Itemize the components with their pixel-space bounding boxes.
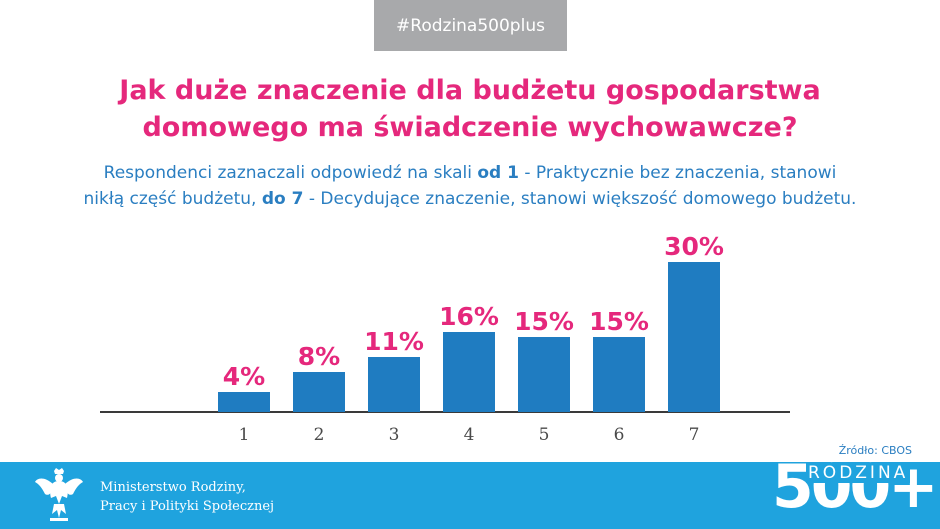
hashtag-badge: #Rodzina500plus bbox=[374, 0, 567, 51]
chart-subtitle: Respondenci zaznaczali odpowiedź na skal… bbox=[0, 160, 940, 212]
bar-value-label: 30% bbox=[664, 232, 724, 261]
bar-7 bbox=[668, 262, 720, 412]
bar-value-label: 15% bbox=[514, 307, 574, 336]
x-tick-label: 5 bbox=[539, 425, 550, 445]
ministry-name: Ministerstwo Rodziny, Pracy i Polityki S… bbox=[100, 478, 274, 516]
bar-2 bbox=[293, 372, 345, 412]
bar-value-label: 16% bbox=[439, 302, 499, 331]
chart-title: Jak duże znaczenie dla budżetu gospodars… bbox=[0, 72, 940, 146]
source-note: Źródło: CBOS bbox=[838, 444, 912, 457]
bar-value-label: 8% bbox=[298, 342, 340, 371]
subtitle-text: Respondenci zaznaczali odpowiedź na skal… bbox=[103, 163, 478, 183]
x-tick-label: 6 bbox=[614, 425, 625, 445]
x-tick-label: 7 bbox=[689, 425, 700, 445]
subtitle-scale-start: od 1 bbox=[477, 163, 519, 183]
subtitle-text: - Praktycznie bez znaczenia, stanowi bbox=[518, 163, 837, 183]
x-tick-label: 2 bbox=[314, 425, 325, 445]
polish-eagle-emblem-icon bbox=[35, 468, 83, 521]
subtitle-line-2: nikłą część budżetu, do 7 - Decydujące z… bbox=[0, 186, 940, 212]
bar-value-label: 15% bbox=[589, 307, 649, 336]
bar-chart: 4% 1 8% 2 11% 3 16% 4 15% 5 15% 6 30% 7 bbox=[100, 232, 790, 445]
ministry-line-2: Pracy i Polityki Społecznej bbox=[100, 499, 275, 514]
x-tick-label: 1 bbox=[239, 425, 250, 445]
bar-3 bbox=[368, 357, 420, 412]
x-tick-label: 3 bbox=[389, 425, 400, 445]
chart-title-line-2: domowego ma świadczenie wychowawcze? bbox=[142, 112, 798, 143]
bar-4 bbox=[443, 332, 495, 412]
chart-title-line-1: Jak duże znaczenie dla budżetu gospodars… bbox=[119, 75, 821, 106]
bar-5 bbox=[518, 337, 570, 412]
bar-1 bbox=[218, 392, 270, 412]
subtitle-scale-end: do 7 bbox=[261, 189, 304, 209]
ministry-line-1: Ministerstwo Rodziny, bbox=[100, 480, 246, 495]
footer-bar: Ministerstwo Rodziny, Pracy i Polityki S… bbox=[0, 452, 940, 529]
subtitle-text: - Decydujące znaczenie, stanowi większoś… bbox=[303, 189, 857, 209]
x-tick-label: 4 bbox=[464, 425, 475, 445]
subtitle-line-1: Respondenci zaznaczali odpowiedź na skal… bbox=[0, 160, 940, 186]
bar-value-label: 11% bbox=[364, 327, 424, 356]
bar-6 bbox=[593, 337, 645, 412]
subtitle-text: nikłą część budżetu, bbox=[83, 189, 262, 209]
program-logo-word: RODZINA bbox=[806, 463, 911, 483]
bar-value-label: 4% bbox=[223, 362, 265, 391]
